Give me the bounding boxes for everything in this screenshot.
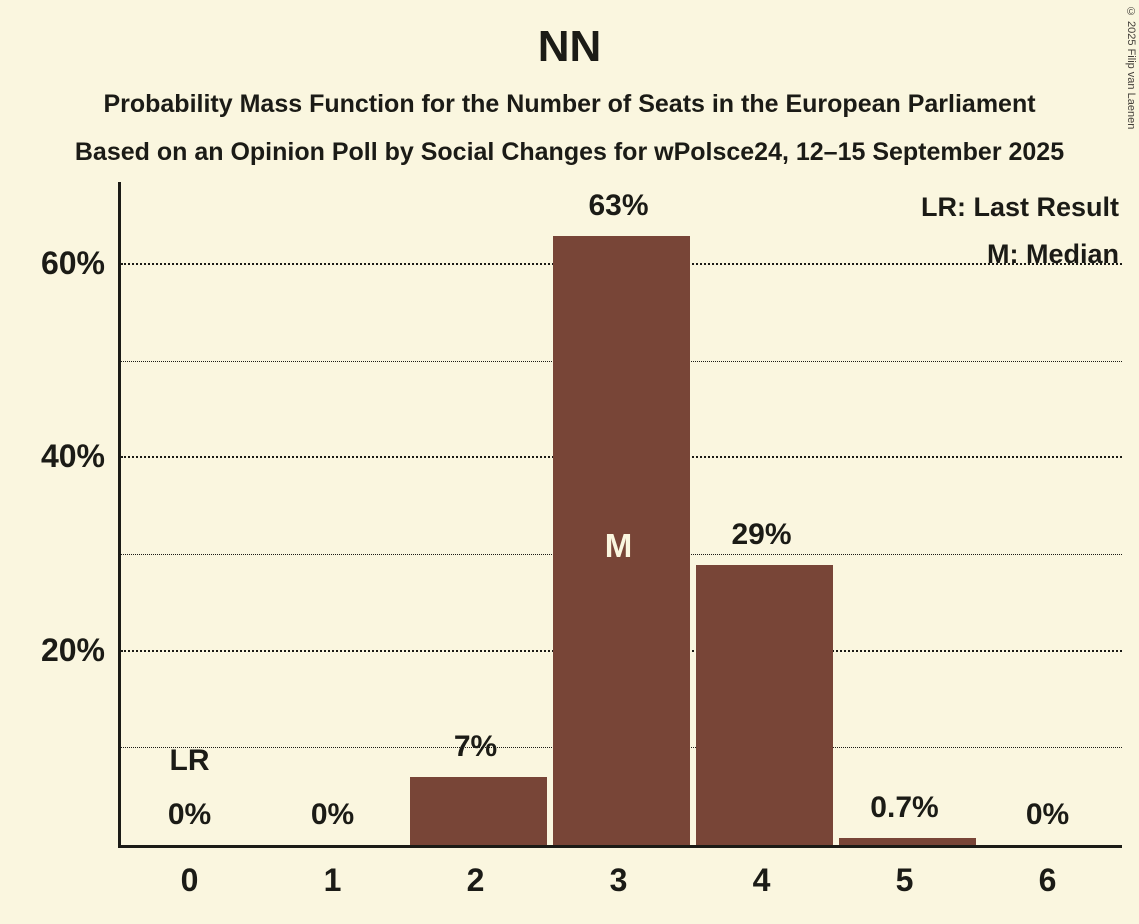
x-axis-label-3: 3 <box>609 862 628 898</box>
y-axis-label-60pct: 60% <box>40 245 105 282</box>
y-axis-label-40pct: 40% <box>40 438 105 475</box>
bar-value-label-3: 63% <box>588 189 649 223</box>
chart-subtitle-source: Based on an Opinion Poll by Social Chang… <box>74 138 1065 166</box>
bar-value-label-5: 0.7% <box>870 791 939 825</box>
median-marker: M <box>604 527 633 564</box>
bar-seats-5 <box>839 838 976 845</box>
bar-seats-2 <box>410 777 547 845</box>
x-axis-label-1: 1 <box>323 862 342 898</box>
bar-value-label-0: 0% <box>167 798 212 831</box>
bar-seats-3 <box>553 236 690 845</box>
legend-median: M: Median <box>987 239 1119 269</box>
bar-value-label-2: 7% <box>453 730 498 764</box>
x-axis-label-2: 2 <box>466 862 485 898</box>
x-axis-label-0: 0 <box>180 862 199 898</box>
last-result-marker: LR <box>169 744 210 777</box>
x-axis-label-6: 6 <box>1038 862 1057 898</box>
legend: LR: Last Result M: Median <box>921 184 1119 278</box>
x-axis-label-4: 4 <box>752 862 771 898</box>
copyright-notice: © 2025 Filip van Laenen <box>1125 6 1137 130</box>
bar-value-label-1: 0% <box>310 798 355 831</box>
chart-title: NN <box>537 22 602 71</box>
chart-subtitle-method: Probability Mass Function for the Number… <box>103 90 1036 118</box>
x-axis-label-5: 5 <box>895 862 914 898</box>
bar-value-label-6: 0% <box>1025 798 1070 831</box>
y-axis-label-20pct: 20% <box>40 631 105 668</box>
bar-value-label-4: 29% <box>731 517 792 551</box>
plot-area <box>118 182 1122 848</box>
bar-seats-4 <box>696 564 833 845</box>
legend-last-result: LR: Last Result <box>920 192 1119 222</box>
